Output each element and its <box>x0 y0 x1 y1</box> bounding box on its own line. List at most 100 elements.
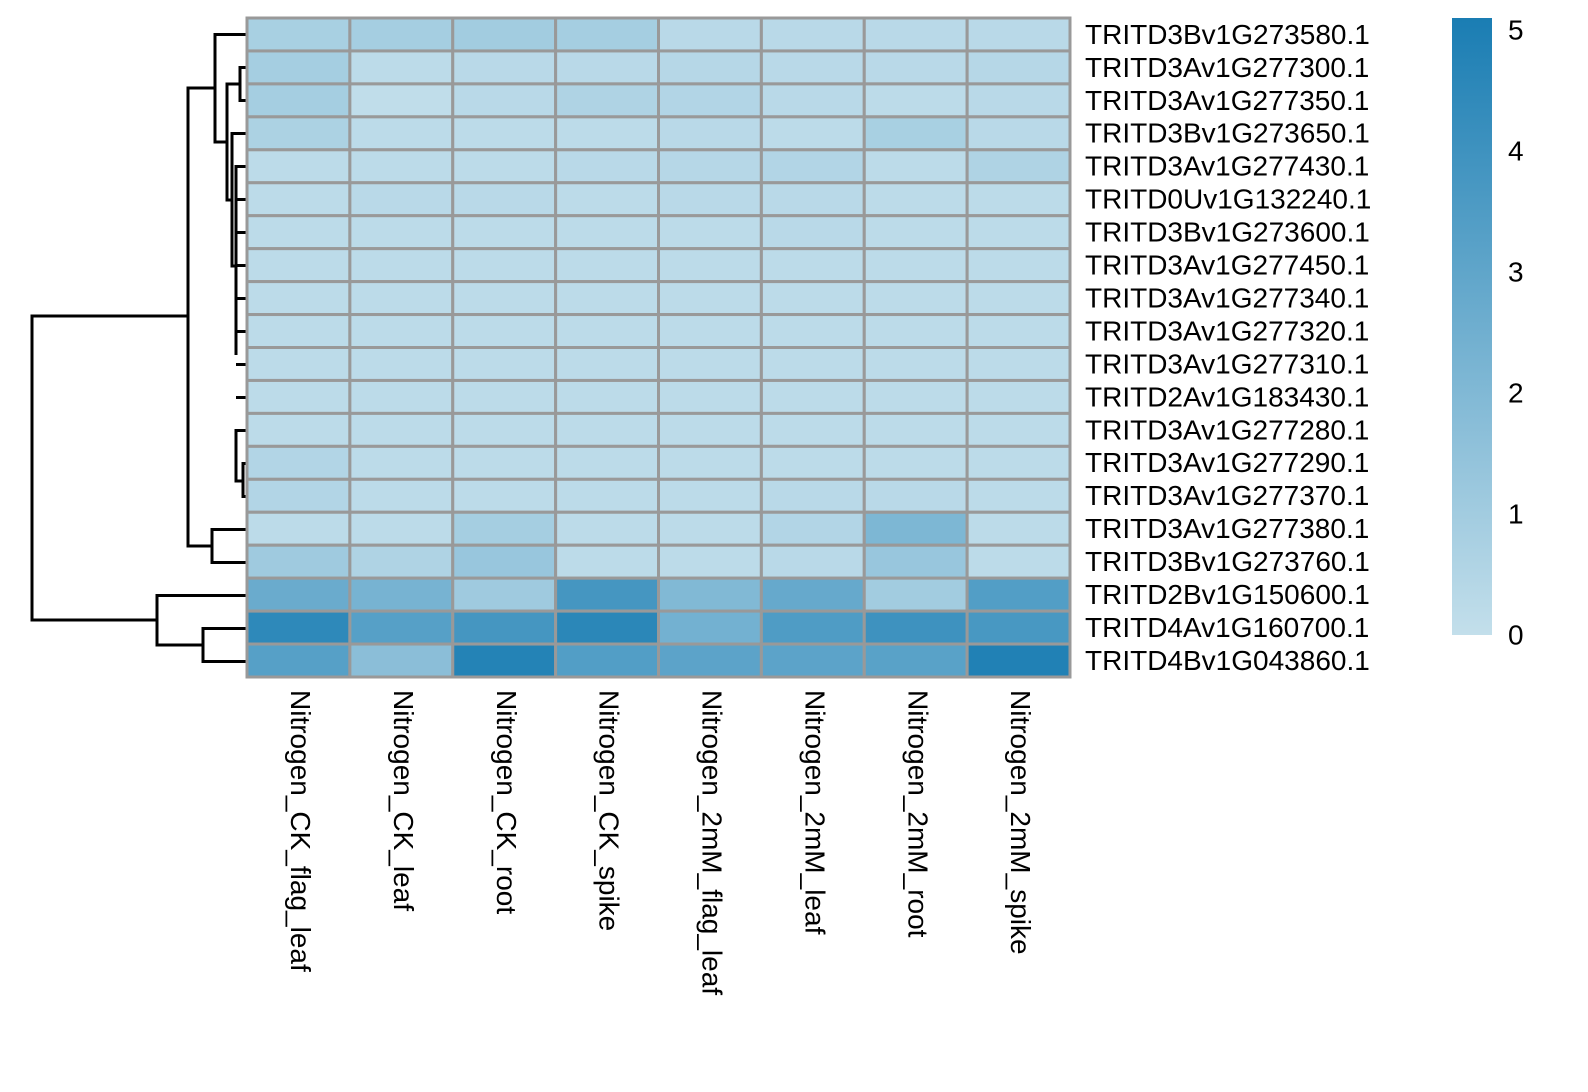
row-label: TRITD2Bv1G150600.1 <box>1085 579 1370 610</box>
heatmap-cell <box>657 510 763 547</box>
heatmap-cell <box>657 313 763 349</box>
heatmap-cell <box>451 115 558 152</box>
row-label: TRITD3Av1G277430.1 <box>1085 151 1369 182</box>
heatmap-cell <box>348 576 455 613</box>
heatmap-cell <box>554 642 660 679</box>
heatmap-cell <box>245 642 352 679</box>
heatmap-cell <box>862 313 969 349</box>
heatmap-cell <box>759 313 866 349</box>
heatmap-cell <box>451 477 558 514</box>
heatmap-cell <box>451 444 558 481</box>
heatmap-cell <box>554 411 660 448</box>
heatmap-cell <box>451 642 558 679</box>
heatmap-cell <box>862 609 969 646</box>
column-label: Nitrogen_2mM_root <box>902 690 933 938</box>
heatmap-cell <box>348 642 455 679</box>
heatmap-cell <box>862 510 969 547</box>
heatmap-cell <box>862 214 969 251</box>
heatmap-cell <box>348 411 455 448</box>
heatmap-cell <box>245 148 352 185</box>
heatmap-cell <box>965 411 1072 448</box>
row-label: TRITD2Av1G183430.1 <box>1085 381 1369 412</box>
heatmap-cell <box>759 214 866 251</box>
heatmap-cell <box>554 346 660 382</box>
column-label: Nitrogen_CK_spike <box>594 690 625 931</box>
column-label: Nitrogen_CK_root <box>491 690 522 914</box>
dendrogram-branch <box>213 33 247 144</box>
heatmap-cell <box>759 444 866 481</box>
heatmap-cell <box>965 280 1072 317</box>
row-label: TRITD4Av1G160700.1 <box>1085 612 1369 643</box>
heatmap-cell <box>348 510 455 547</box>
column-label: Nitrogen_2mM_leaf <box>799 690 830 935</box>
heatmap-cell <box>862 49 969 86</box>
heatmap-cell <box>554 16 660 53</box>
heatmap-cell <box>245 543 352 580</box>
heatmap-cell <box>759 148 866 185</box>
heatmap-cell <box>451 82 558 119</box>
colorbar-tick-label: 2 <box>1508 377 1524 408</box>
heatmap-cell <box>554 247 660 284</box>
heatmap-cell <box>965 346 1072 382</box>
heatmap-cell <box>348 609 455 646</box>
row-label: TRITD3Bv1G273600.1 <box>1085 217 1370 248</box>
heatmap-cell <box>965 49 1072 86</box>
heatmap-cell <box>348 247 455 284</box>
heatmap-cell <box>759 346 866 382</box>
heatmap-cell <box>862 181 969 218</box>
heatmap-cell <box>965 642 1072 679</box>
heatmap-cell <box>759 609 866 646</box>
heatmap-cell <box>657 609 763 646</box>
heatmap-cell <box>348 444 455 481</box>
heatmap-cell <box>348 82 455 119</box>
heatmap-cell <box>657 378 763 415</box>
heatmap-cell <box>245 510 352 547</box>
heatmap-cell <box>554 378 660 415</box>
heatmap-cell <box>759 247 866 284</box>
heatmap-cell <box>862 444 969 481</box>
colorbar-tick-label: 3 <box>1508 256 1524 287</box>
heatmap-cell <box>348 280 455 317</box>
heatmap-cell <box>862 543 969 580</box>
heatmap-cell <box>554 214 660 251</box>
heatmap-cell <box>554 543 660 580</box>
dendrogram-branch <box>230 132 247 268</box>
heatmap-cell <box>759 642 866 679</box>
dendrogram-branch <box>225 66 247 202</box>
heatmap-cell <box>657 214 763 251</box>
heatmap-cell <box>348 214 455 251</box>
heatmap-cell <box>759 543 866 580</box>
colorbar-tick-label: 4 <box>1508 135 1524 166</box>
heatmap-cell <box>451 181 558 218</box>
heatmap-cell <box>759 49 866 86</box>
heatmap-cell <box>965 181 1072 218</box>
heatmap-cell <box>965 609 1072 646</box>
heatmap-cell <box>348 148 455 185</box>
heatmap-cell <box>348 543 455 580</box>
row-label: TRITD3Bv1G273760.1 <box>1085 546 1370 577</box>
heatmap-cell <box>554 576 660 613</box>
heatmap-cell <box>348 181 455 218</box>
heatmap-cell <box>554 82 660 119</box>
heatmap-cell <box>657 49 763 86</box>
row-label: TRITD3Av1G277300.1 <box>1085 52 1369 83</box>
heatmap-cell <box>348 115 455 152</box>
heatmap-cell <box>862 82 969 119</box>
heatmap-cell <box>759 16 866 53</box>
heatmap-cell <box>554 49 660 86</box>
heatmap-cell <box>554 444 660 481</box>
row-label: TRITD3Av1G277310.1 <box>1085 348 1369 379</box>
heatmap-cell <box>451 378 558 415</box>
heatmap-cell <box>554 609 660 646</box>
heatmap-cell <box>965 444 1072 481</box>
heatmap-cell <box>554 280 660 317</box>
row-label: TRITD3Av1G277280.1 <box>1085 414 1369 445</box>
heatmap-cell <box>657 280 763 317</box>
heatmap-cell <box>657 642 763 679</box>
heatmap-cell <box>965 477 1072 514</box>
heatmap-cell <box>657 346 763 382</box>
heatmap-cell <box>862 576 969 613</box>
row-label: TRITD3Bv1G273580.1 <box>1085 19 1370 50</box>
heatmap-cell <box>451 411 558 448</box>
